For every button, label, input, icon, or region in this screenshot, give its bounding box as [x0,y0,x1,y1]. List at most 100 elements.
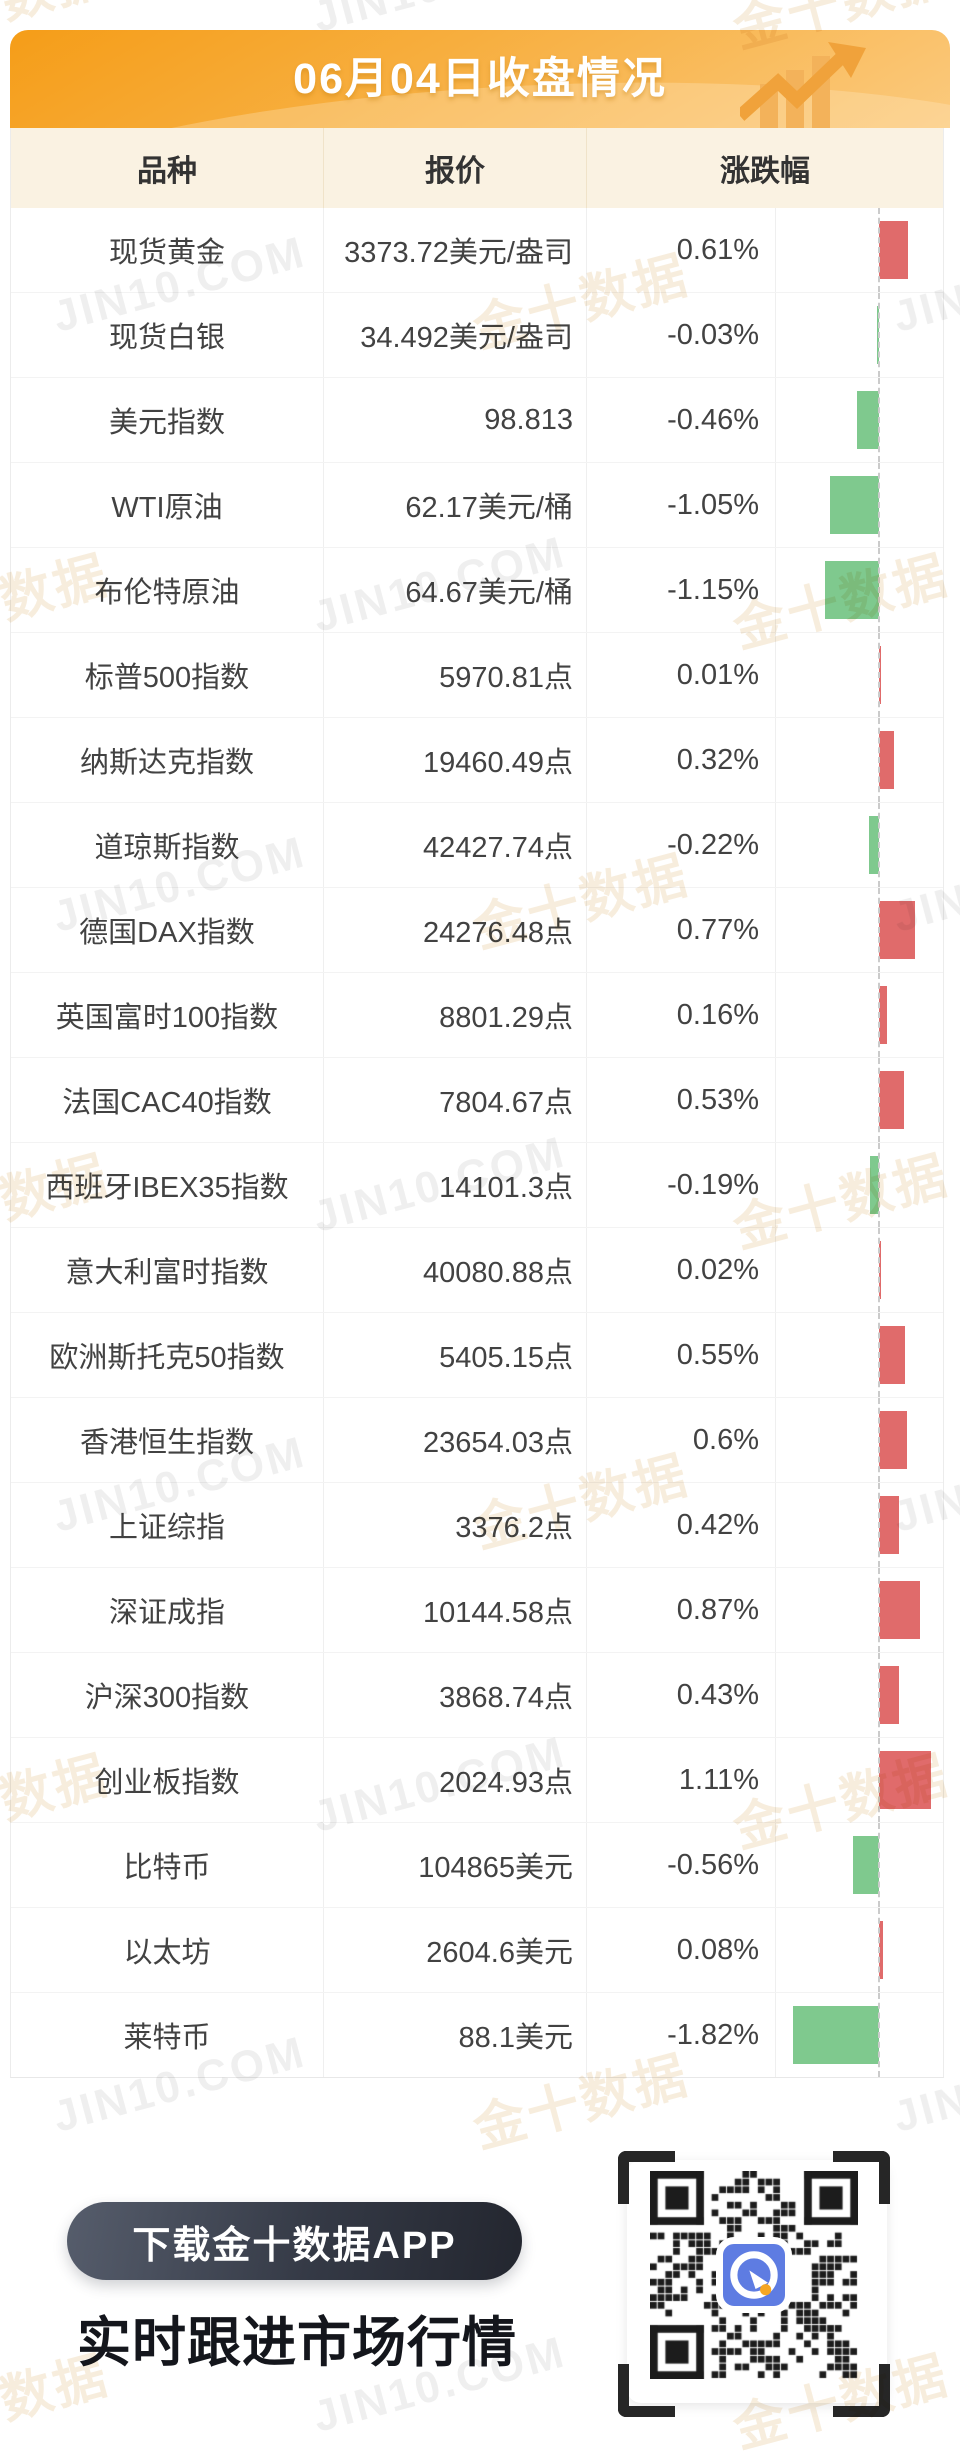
instrument-name: 道琼斯指数 [11,803,324,887]
change-bar-cell [776,208,943,292]
change-bar [793,2006,879,2064]
table-row: 西班牙IBEX35指数 14101.3点 -0.19% [11,1142,943,1227]
table-row: 现货黄金 3373.72美元/盎司 0.61% [11,208,943,292]
change-percent: -1.15% [587,548,776,632]
change-percent: 0.08% [587,1908,776,1992]
table-row: 法国CAC40指数 7804.67点 0.53% [11,1057,943,1142]
change-bar [879,1241,881,1299]
table-row: 欧洲斯托克50指数 5405.15点 0.55% [11,1312,943,1397]
instrument-name: 现货白银 [11,293,324,377]
change-bar [879,1496,899,1554]
quote-value: 88.1美元 [324,1993,587,2077]
change-percent: 0.16% [587,973,776,1057]
header-banner: 06月04日收盘情况 [10,30,950,128]
change-percent: 0.6% [587,1398,776,1482]
change-bar-cell [776,803,943,887]
change-bar-cell [776,548,943,632]
change-bar-cell [776,1908,943,1992]
quote-value: 62.17美元/桶 [324,463,587,547]
change-percent: 0.42% [587,1483,776,1567]
change-bar [853,1836,879,1894]
zero-axis-line [878,633,880,717]
instrument-name: 纳斯达克指数 [11,718,324,802]
quote-value: 3373.72美元/盎司 [324,208,587,292]
change-percent: -0.19% [587,1143,776,1227]
table-row: 标普500指数 5970.81点 0.01% [11,632,943,717]
instrument-name: 比特币 [11,1823,324,1907]
change-bar [879,986,887,1044]
instrument-name: WTI原油 [11,463,324,547]
qr-corner-bracket [618,2151,675,2204]
change-bar-cell [776,888,943,972]
quote-value: 64.67美元/桶 [324,548,587,632]
zero-axis-line [878,378,880,462]
table-row: 美元指数 98.813 -0.46% [11,377,943,462]
change-percent: -1.82% [587,1993,776,2077]
table-row: 英国富时100指数 8801.29点 0.16% [11,972,943,1057]
change-bar-cell [776,463,943,547]
change-bar [830,476,879,534]
change-percent: 0.61% [587,208,776,292]
instrument-name: 标普500指数 [11,633,324,717]
quote-value: 7804.67点 [324,1058,587,1142]
table-row: 比特币 104865美元 -0.56% [11,1822,943,1907]
instrument-name: 现货黄金 [11,208,324,292]
change-bar [825,561,879,619]
change-bar [879,731,894,789]
zero-axis-line [878,973,880,1057]
change-percent: 1.11% [587,1738,776,1822]
instrument-name: 美元指数 [11,378,324,462]
qr-corner-bracket [618,2364,675,2417]
instrument-name: 英国富时100指数 [11,973,324,1057]
change-percent: -0.03% [587,293,776,377]
change-percent: -1.05% [587,463,776,547]
zero-axis-line [878,1228,880,1312]
instrument-name: 上证综指 [11,1483,324,1567]
quote-value: 40080.88点 [324,1228,587,1312]
zero-axis-line [878,1653,880,1737]
page-title: 06月04日收盘情况 [293,55,667,103]
change-bar-cell [776,1398,943,1482]
change-bar-cell [776,1058,943,1142]
zero-axis-line [878,718,880,802]
change-bar [879,1071,904,1129]
download-app-label: 下载金十数据APP [132,2224,457,2267]
table-row: 意大利富时指数 40080.88点 0.02% [11,1227,943,1312]
download-app-button[interactable]: 下载金十数据APP [67,2202,522,2280]
table-row: 香港恒生指数 23654.03点 0.6% [11,1397,943,1482]
table-row: WTI原油 62.17美元/桶 -1.05% [11,462,943,547]
quote-value: 14101.3点 [324,1143,587,1227]
quote-value: 24276.48点 [324,888,587,972]
instrument-name: 法国CAC40指数 [11,1058,324,1142]
change-percent: -0.46% [587,378,776,462]
zero-axis-line [878,1738,880,1822]
zero-axis-line [878,463,880,547]
change-bar-cell [776,1653,943,1737]
table-header-row: 品种 报价 涨跌幅 [11,128,943,208]
zero-axis-line [878,208,880,292]
change-bar-cell [776,1823,943,1907]
table-row: 上证综指 3376.2点 0.42% [11,1482,943,1567]
zero-axis-line [878,1313,880,1397]
table-body: 现货黄金 3373.72美元/盎司 0.61% 现货白银 34.492美元/盎司… [11,208,943,2077]
qr-corner-bracket [833,2364,890,2417]
change-bar-cell [776,378,943,462]
quote-value: 10144.58点 [324,1568,587,1652]
quote-value: 23654.03点 [324,1398,587,1482]
zero-axis-line [878,548,880,632]
instrument-name: 德国DAX指数 [11,888,324,972]
column-header-quote: 报价 [324,128,587,208]
change-bar [879,1751,931,1809]
change-percent: -0.56% [587,1823,776,1907]
change-bar-cell [776,1568,943,1652]
change-bar [879,1581,920,1639]
instrument-name: 布伦特原油 [11,548,324,632]
zero-axis-line [878,888,880,972]
table-row: 道琼斯指数 42427.74点 -0.22% [11,802,943,887]
zero-axis-line [878,803,880,887]
change-bar-cell [776,973,943,1057]
column-header-instrument: 品种 [11,128,324,208]
table-row: 莱特币 88.1美元 -1.82% [11,1992,943,2077]
table-row: 德国DAX指数 24276.48点 0.77% [11,887,943,972]
quote-value: 8801.29点 [324,973,587,1057]
